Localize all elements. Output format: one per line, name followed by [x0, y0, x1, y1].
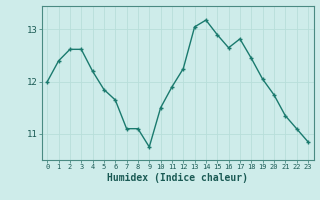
X-axis label: Humidex (Indice chaleur): Humidex (Indice chaleur) [107, 173, 248, 183]
